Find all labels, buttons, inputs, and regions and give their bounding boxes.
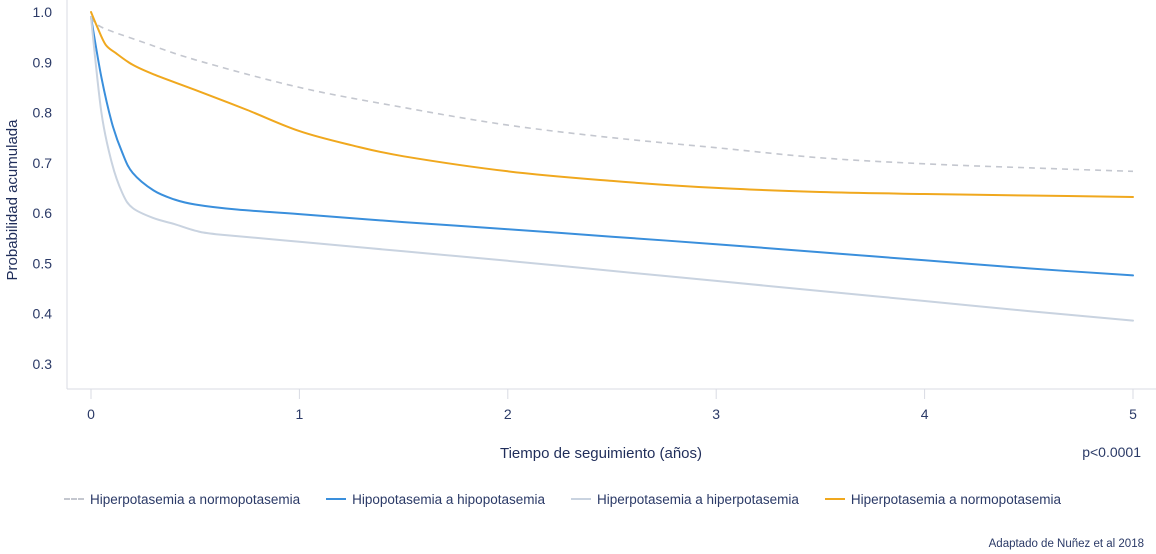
legend-item-hiper-normo: Hiperpotasemia a normopotasemia [824, 491, 1061, 507]
x-tick-label: 4 [921, 406, 929, 422]
p-value: p<0.0001 [1082, 444, 1141, 460]
legend-label: Hipopotasemia a hipopotasemia [352, 491, 545, 507]
legend-swatch [570, 498, 591, 500]
y-tick-label: 0.4 [33, 306, 53, 322]
y-tick-label: 1.0 [33, 4, 53, 20]
series-line-hiper-normo [90, 11, 1134, 198]
series-line-hipo-hipo [90, 16, 1134, 277]
legend-swatch [824, 498, 845, 500]
legend-label: Hiperpotasemia a hiperpotasemia [596, 491, 799, 507]
y-tick-label: 0.8 [33, 105, 53, 121]
legend-swatch [64, 498, 84, 500]
y-tick-label: 0.6 [33, 205, 53, 221]
y-axis-title: Probabilidad acumulada [4, 119, 21, 281]
series-lines [90, 11, 1134, 322]
x-tick-labels: 0 1 2 3 4 5 [87, 389, 1137, 422]
y-tick-label: 0.7 [33, 155, 53, 171]
legend-item-hiper-hiper: Hiperpotasemia a hiperpotasemia [570, 491, 799, 507]
legend-swatch [326, 498, 347, 500]
x-axis-title: Tiempo de seguimiento (años) [500, 445, 702, 462]
line-chart: 1.0 0.9 0.8 0.7 0.6 0.5 0.4 0.3 0 1 2 3 4 5 Probabil… [4, 0, 1156, 462]
x-tick-label: 1 [296, 406, 304, 422]
y-tick-label: 0.9 [33, 54, 53, 70]
series-line-hiper-hiper [90, 16, 1134, 322]
legend-item-hipo-hipo: Hipopotasemia a hipopotasemia [326, 492, 545, 507]
source-note: Adaptado de Nuñez et al 2018 [988, 538, 1144, 550]
y-tick-label: 0.3 [33, 356, 53, 372]
x-tick-label: 5 [1129, 406, 1137, 422]
legend-label: Hiperpotasemia a normopotasemia [850, 491, 1061, 507]
y-tick-labels: 1.0 0.9 0.8 0.7 0.6 0.5 0.4 0.3 [33, 4, 53, 372]
series-line-hiper-normo-dashed [90, 16, 1134, 173]
chart-legend: Hiperpotasemia a normopotasemia Hipopotas… [64, 488, 1154, 510]
x-tick-label: 3 [712, 406, 720, 422]
legend-item-hiper-normo-dashed: Hiperpotasemia a normopotasemia [64, 492, 300, 507]
x-tick-label: 0 [87, 406, 95, 422]
legend-label: Hiperpotasemia a normopotasemia [90, 491, 301, 507]
x-tick-label: 2 [504, 406, 512, 422]
y-tick-label: 0.5 [33, 255, 53, 271]
